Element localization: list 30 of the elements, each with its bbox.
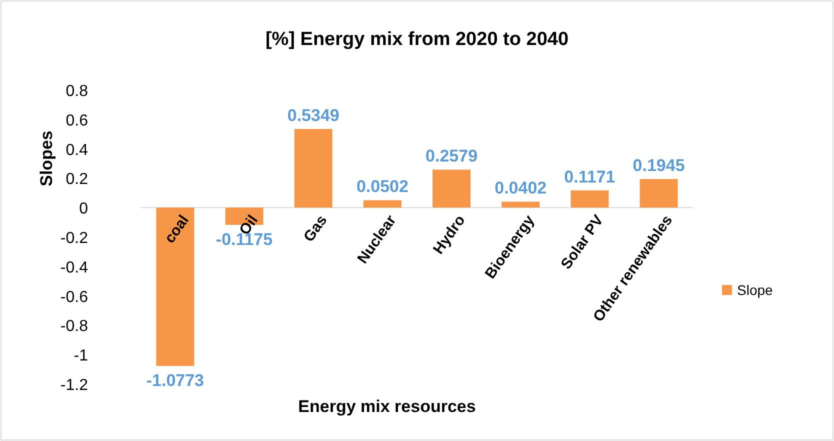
bar [432, 170, 471, 208]
y-tick-label: -0.4 [60, 259, 88, 276]
data-label: 0.0402 [494, 178, 547, 198]
x-axis-title: Energy mix resources [298, 397, 476, 416]
bar [640, 179, 678, 208]
chart-title: [%] Energy mix from 2020 to 2040 [265, 29, 569, 50]
y-tick-label: -0.2 [60, 230, 88, 247]
bar [294, 128, 332, 208]
data-label: 0.5349 [287, 106, 340, 125]
y-axis-title: Slopes [37, 130, 56, 186]
y-tick-label: 0.6 [66, 112, 88, 130]
y-tick-label: 0.4 [66, 142, 88, 159]
y-tick-label: 0.8 [66, 83, 88, 100]
y-tick-label: 0 [79, 200, 88, 218]
data-label: 0.1945 [632, 156, 685, 176]
y-tick-label: -1 [74, 348, 88, 365]
bar [502, 202, 540, 208]
y-tick-label: -0.6 [60, 288, 88, 306]
legend-label: Slope [737, 282, 774, 298]
data-label: 0.0502 [356, 177, 408, 196]
y-tick-label: -1.2 [60, 377, 88, 394]
data-label: 0.2579 [426, 146, 478, 166]
bar [363, 200, 402, 208]
bar [570, 190, 609, 208]
y-tick-label: 0.2 [66, 171, 88, 188]
y-tick-label: -0.8 [60, 318, 88, 336]
bar [156, 208, 194, 366]
x-tick-label: Gas [300, 212, 331, 246]
data-label: 0.1171 [564, 167, 616, 186]
data-label: -1.0773 [146, 370, 204, 390]
